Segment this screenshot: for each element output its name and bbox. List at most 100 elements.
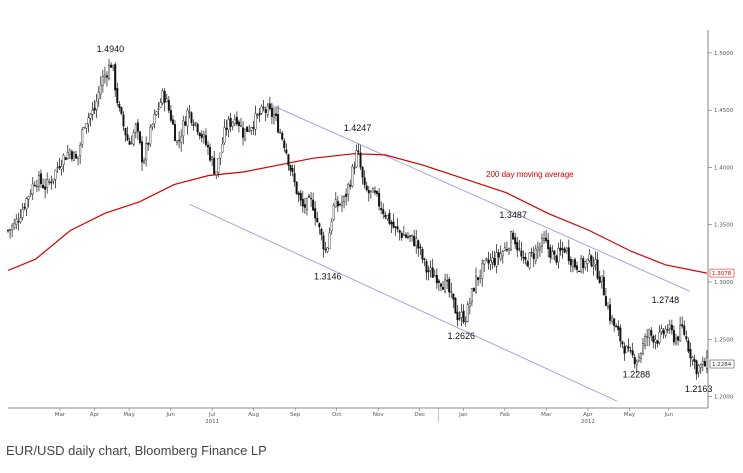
candle-body <box>23 206 26 209</box>
candle-body <box>99 84 102 95</box>
candle-body <box>114 64 117 91</box>
candle-body <box>660 328 663 332</box>
candle-body <box>625 345 628 353</box>
candle-body <box>149 126 152 145</box>
candle-body <box>373 190 376 193</box>
candle-body <box>227 119 230 131</box>
candle-body <box>677 336 680 341</box>
candle-body <box>615 325 618 328</box>
candle-body <box>526 261 529 267</box>
candle-body <box>400 232 403 238</box>
candle-body <box>439 283 442 287</box>
candle-body <box>180 136 183 143</box>
candle-body <box>6 229 9 232</box>
candle-body <box>147 143 150 145</box>
candle-body <box>254 113 257 130</box>
candle-body <box>464 321 467 323</box>
candle-body <box>563 248 566 253</box>
candle-body <box>503 247 506 251</box>
candle-body <box>518 248 521 250</box>
candle-body <box>272 114 275 118</box>
candle-body <box>604 296 607 306</box>
candle-body <box>561 248 564 250</box>
candle-body <box>499 253 502 260</box>
candle-body <box>252 127 255 129</box>
candle-body <box>633 357 636 365</box>
candle-body <box>672 330 675 343</box>
candle-body <box>359 152 362 168</box>
candle-body <box>648 329 651 338</box>
x-tick-label: Jun <box>664 412 674 418</box>
candle-body <box>204 135 207 145</box>
candle-body <box>470 288 473 303</box>
candle-body <box>588 254 591 261</box>
candle-body <box>134 124 137 133</box>
candle-body <box>200 134 203 138</box>
candle-body <box>590 255 593 267</box>
candle-body <box>390 222 393 225</box>
price-annotation: 1.2163 <box>685 384 713 394</box>
price-annotation: 1.2626 <box>447 331 475 341</box>
candle-body <box>153 114 156 124</box>
candle-body <box>514 237 517 245</box>
x-tick-label: Oct <box>332 412 342 418</box>
x-tick-label: Apr <box>90 412 100 418</box>
candle-body <box>376 191 379 194</box>
candle-body <box>635 361 638 366</box>
candle-body <box>458 317 461 320</box>
candle-body <box>173 124 176 142</box>
candle-body <box>431 267 434 278</box>
candle-body <box>444 279 447 292</box>
candle-body <box>520 250 523 257</box>
candle-body <box>105 75 108 78</box>
candle-body <box>124 128 127 136</box>
candle-body <box>621 341 624 345</box>
candle-body <box>330 221 333 232</box>
candle-body <box>209 146 212 161</box>
candle-body <box>157 108 160 111</box>
candle-body <box>569 258 572 266</box>
candle-body <box>600 275 603 282</box>
candle-body <box>87 117 90 125</box>
candle-body <box>52 178 55 182</box>
candle-body <box>437 280 440 283</box>
candle-body <box>338 203 341 206</box>
candle-body <box>287 154 290 166</box>
candle-body <box>42 184 45 189</box>
candle-body <box>419 246 422 249</box>
candle-body <box>277 114 280 133</box>
candle-body <box>493 258 496 266</box>
candle-body <box>29 193 32 195</box>
candle-body <box>646 336 649 338</box>
channel-lines <box>189 102 690 402</box>
candle-body <box>448 279 451 293</box>
candle-body <box>642 343 645 354</box>
candle-body <box>312 199 315 211</box>
candle-body <box>85 123 88 129</box>
candle-body <box>198 132 201 137</box>
candle-body <box>619 327 622 342</box>
candle-body <box>507 248 510 251</box>
candle-body <box>186 110 189 127</box>
candle-body <box>33 185 36 187</box>
candle-body <box>571 261 574 268</box>
candle-body <box>143 160 146 164</box>
candle-body <box>404 234 407 238</box>
upper-channel-line <box>267 102 690 292</box>
candle-body <box>629 350 632 352</box>
candle-body <box>77 156 80 159</box>
candle-body <box>25 198 28 210</box>
candle-body <box>262 107 265 109</box>
candle-body <box>196 123 199 133</box>
candle-body <box>151 124 154 128</box>
candle-body <box>429 267 432 271</box>
candle-body <box>530 251 533 254</box>
candle-body <box>582 258 585 269</box>
candle-body <box>66 152 69 159</box>
candle-body <box>225 127 228 130</box>
lower-channel-line <box>189 203 618 402</box>
current-price-label: 1.3078 <box>712 271 732 277</box>
candle-body <box>324 248 327 251</box>
candle-body <box>674 338 677 344</box>
candle-body <box>283 140 286 149</box>
